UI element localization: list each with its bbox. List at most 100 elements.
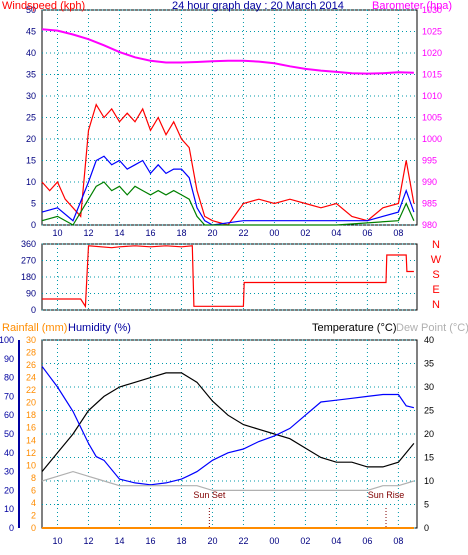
x-tick-label: 16	[145, 228, 155, 238]
x-tick-label: 12	[83, 228, 93, 238]
direction-tick-label: 0	[31, 305, 36, 315]
compass-label: N	[432, 239, 440, 251]
x-tick-label: 22	[238, 228, 248, 238]
panel1-grid	[42, 9, 417, 226]
barometer-tick-label: 980	[422, 220, 437, 230]
dew-point-line	[41, 470, 415, 491]
barometer-tick-label: 1010	[422, 91, 442, 101]
humidity-axis-label: Humidity (%)	[68, 322, 131, 334]
rainfall-tick-label: 14	[26, 435, 36, 445]
panel2-grid	[42, 243, 417, 311]
direction-tick-label: 360	[21, 239, 36, 249]
panel3-ticks: 0102030405060708090100024681012141618202…	[0, 335, 434, 546]
wind-average-line	[41, 155, 415, 226]
windspeed-tick-label: 30	[26, 91, 36, 101]
temperature-tick-label: 10	[424, 476, 434, 486]
temperature-tick-label: 40	[424, 335, 434, 345]
x-tick-label: 20	[207, 536, 217, 546]
compass-label: S	[432, 269, 439, 281]
rainfall-tick-label: 16	[26, 423, 36, 433]
temperature-tick-label: 25	[424, 406, 434, 416]
rainfall-tick-label: 8	[31, 473, 36, 483]
barometer-tick-label: 995	[422, 156, 437, 166]
humidity-tick-label: 80	[4, 373, 14, 383]
rainfall-tick-label: 18	[26, 410, 36, 420]
compass-label: N	[432, 299, 440, 311]
temperature-line	[41, 372, 415, 472]
x-tick-label: 14	[114, 228, 124, 238]
wind-direction-line	[42, 245, 414, 309]
windspeed-tick-label: 35	[26, 70, 36, 80]
barometer-tick-label: 985	[422, 199, 437, 209]
temperature-tick-label: 20	[424, 429, 434, 439]
x-tick-label: 08	[393, 536, 403, 546]
panel1-ticks: 0510152025303540455098098599099510001005…	[26, 5, 442, 238]
barometer-tick-label: 1015	[422, 70, 442, 80]
humidity-tick-label: 60	[4, 410, 14, 420]
temperature-tick-label: 30	[424, 382, 434, 392]
humidity-tick-label: 70	[4, 391, 14, 401]
humidity-tick-label: 90	[4, 354, 14, 364]
x-tick-label: 00	[269, 228, 279, 238]
humidity-tick-label: 40	[4, 448, 14, 458]
rainfall-tick-label: 2	[31, 510, 36, 520]
temperature-tick-label: 5	[424, 500, 429, 510]
barometer-tick-label: 1020	[422, 48, 442, 58]
windspeed-tick-label: 10	[26, 177, 36, 187]
barometer-tick-label: 1025	[422, 27, 442, 37]
x-tick-label: 06	[362, 536, 372, 546]
barometer-axis-label: Barometer (hpa)	[372, 0, 452, 12]
rainfall-tick-label: 22	[26, 385, 36, 395]
temperature-axis-label: Temperature (°C)	[312, 322, 396, 334]
x-tick-label: 08	[393, 228, 403, 238]
direction-tick-label: 180	[21, 272, 36, 282]
x-tick-label: 18	[176, 536, 186, 546]
barometer-tick-label: 1030	[422, 5, 442, 15]
compass-label: W	[431, 254, 442, 266]
windspeed-tick-label: 50	[26, 5, 36, 15]
x-tick-label: 10	[52, 228, 62, 238]
humidity-tick-label: 10	[4, 504, 14, 514]
humidity-tick-label: 20	[4, 485, 14, 495]
x-tick-label: 02	[300, 536, 310, 546]
windspeed-axis-label: Windspeed (kph)	[2, 0, 85, 12]
x-tick-label: 02	[300, 228, 310, 238]
rainfall-tick-label: 24	[26, 373, 36, 383]
wind-lull-line	[41, 181, 415, 226]
rainfall-tick-label: 0	[31, 523, 36, 533]
panel3-series	[41, 365, 415, 529]
wind-gust-line	[41, 103, 415, 226]
x-tick-label: 18	[176, 228, 186, 238]
rainfall-axis-label: Rainfall (mm)	[2, 322, 67, 334]
rainfall-tick-label: 12	[26, 448, 36, 458]
direction-tick-label: 270	[21, 256, 36, 266]
windspeed-tick-label: 20	[26, 134, 36, 144]
windspeed-tick-label: 0	[31, 220, 36, 230]
rainfall-tick-label: 6	[31, 485, 36, 495]
temperature-tick-label: 15	[424, 453, 434, 463]
x-tick-label: 00	[269, 536, 279, 546]
windspeed-tick-label: 45	[26, 27, 36, 37]
barometer-tick-label: 1000	[422, 134, 442, 144]
x-tick-label: 16	[145, 536, 155, 546]
rainfall-tick-label: 28	[26, 348, 36, 358]
x-tick-label: 22	[238, 536, 248, 546]
windspeed-tick-label: 15	[26, 156, 36, 166]
humidity-tick-label: 100	[0, 335, 14, 345]
rainfall-tick-label: 30	[26, 335, 36, 345]
chart-title: 24 hour graph day : 20 March 2014	[172, 0, 344, 12]
barometer-tick-label: 1005	[422, 113, 442, 123]
windspeed-tick-label: 40	[26, 48, 36, 58]
x-tick-label: 12	[83, 536, 93, 546]
humidity-tick-label: 0	[9, 523, 14, 533]
rainfall-tick-label: 10	[26, 460, 36, 470]
rainfall-tick-label: 20	[26, 398, 36, 408]
humidity-line	[41, 365, 415, 486]
x-tick-label: 20	[207, 228, 217, 238]
direction-tick-label: 90	[26, 289, 36, 299]
x-tick-label: 14	[114, 536, 124, 546]
dewpoint-axis-label: Dew Point (°C)	[396, 322, 468, 334]
x-tick-label: 06	[362, 228, 372, 238]
